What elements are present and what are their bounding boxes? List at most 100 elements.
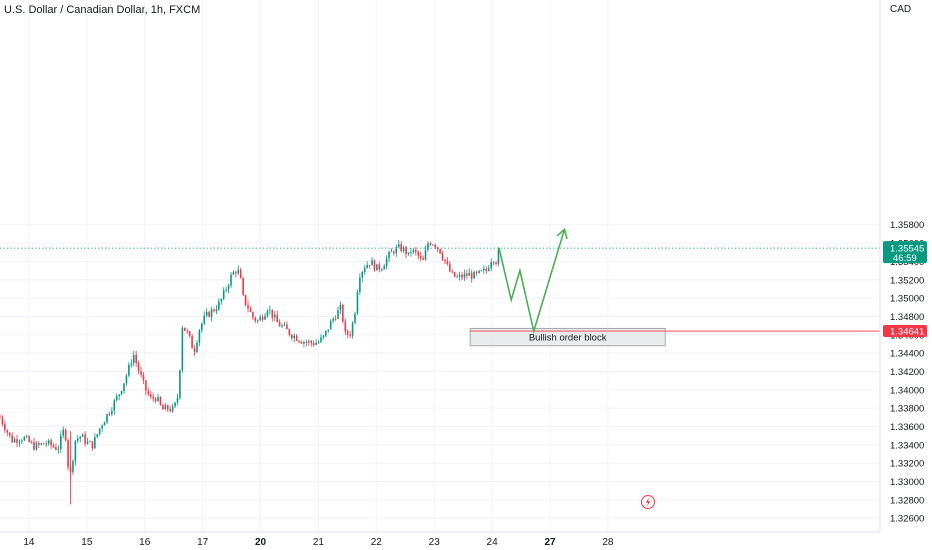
candle	[439, 248, 441, 255]
candle	[290, 333, 293, 341]
candle	[198, 329, 201, 347]
candle	[201, 322, 203, 334]
y-tick-label: 1.35800	[890, 220, 924, 231]
candle	[315, 338, 317, 346]
candle	[373, 259, 376, 272]
candle	[383, 263, 385, 270]
candle	[288, 328, 291, 337]
candle	[130, 359, 133, 368]
candle	[13, 436, 16, 444]
candle	[402, 245, 405, 253]
candle	[363, 264, 366, 275]
candle	[215, 305, 218, 314]
candle	[145, 379, 147, 396]
candle	[89, 440, 91, 443]
candle	[388, 250, 390, 263]
candle	[351, 321, 354, 339]
candle	[113, 398, 116, 416]
candle	[50, 438, 52, 450]
candle	[108, 411, 111, 417]
candles	[0, 240, 500, 505]
y-tick-label: 1.34400	[890, 349, 924, 360]
candle	[322, 335, 325, 340]
candle	[468, 268, 471, 276]
chart-grid	[0, 0, 880, 532]
candle	[337, 306, 339, 320]
candle	[16, 434, 18, 448]
x-tick-label: 14	[23, 537, 35, 548]
candle	[485, 266, 488, 274]
candle	[252, 311, 254, 320]
candle	[276, 310, 278, 323]
candle	[184, 327, 186, 332]
candle	[300, 340, 303, 345]
x-tick-label: 23	[429, 537, 441, 548]
candle	[59, 431, 62, 453]
candle	[334, 315, 337, 321]
y-tick-label: 1.32600	[890, 514, 924, 525]
candle	[149, 390, 152, 400]
candle	[475, 270, 478, 276]
candle	[470, 269, 473, 283]
projection-line[interactable]	[498, 229, 566, 335]
time-axis: 14 15 16 17 20 21 22 23 24 27 28	[23, 537, 614, 548]
candle	[230, 272, 232, 288]
y-tick-label: 1.33600	[890, 422, 924, 433]
candle	[225, 286, 227, 293]
y-tick-label: 1.33200	[890, 459, 924, 470]
y-tick-label: 1.34800	[890, 312, 924, 323]
candle	[81, 433, 84, 437]
candle	[86, 437, 89, 445]
x-tick-label: 27	[544, 537, 556, 548]
candle	[218, 298, 220, 311]
y-tick-label: 1.34200	[890, 367, 924, 378]
candle	[393, 249, 395, 256]
candle	[349, 330, 351, 339]
candle	[492, 261, 495, 266]
candle	[441, 250, 444, 261]
candle	[259, 314, 261, 321]
candle	[368, 264, 371, 269]
y-tick-label: 1.32800	[890, 495, 924, 506]
candle	[45, 440, 47, 448]
order-block-zone: Bullish order block	[469, 327, 666, 347]
candle	[490, 258, 492, 272]
level-price-value: 1.34641	[890, 327, 924, 338]
candle	[463, 269, 466, 281]
candle	[84, 431, 86, 447]
candle	[424, 245, 427, 261]
candle	[325, 330, 327, 338]
candle	[359, 273, 361, 295]
candle	[483, 265, 485, 275]
candle	[415, 247, 417, 256]
candle	[422, 255, 424, 261]
candle	[239, 267, 242, 279]
candle	[52, 443, 55, 449]
candle	[327, 329, 330, 333]
candle	[453, 271, 456, 278]
candle	[361, 270, 364, 283]
candle	[427, 241, 429, 252]
y-tick-label: 1.33800	[890, 404, 924, 415]
candle	[140, 366, 142, 378]
candle	[269, 305, 271, 315]
candle	[188, 330, 191, 338]
candle	[96, 433, 99, 439]
candle	[213, 307, 215, 313]
candle	[232, 270, 235, 275]
order-block-rect[interactable]	[469, 327, 666, 347]
projection-arrowhead	[556, 227, 568, 240]
y-tick-label: 1.35000	[890, 294, 924, 305]
order-block-label: Bullish order block	[529, 333, 607, 344]
candle	[235, 270, 237, 278]
candle	[103, 421, 106, 426]
candle	[171, 403, 174, 413]
lightning-icon[interactable]	[641, 495, 655, 509]
candle	[332, 316, 334, 324]
candle	[72, 459, 74, 475]
candle	[278, 319, 281, 327]
candle	[120, 390, 123, 396]
x-tick-label: 15	[81, 537, 93, 548]
candle	[317, 340, 320, 344]
